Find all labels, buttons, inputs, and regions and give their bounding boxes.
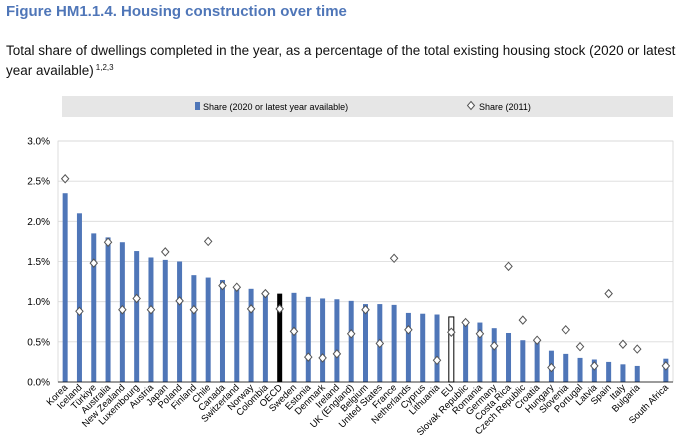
bar — [434, 314, 440, 382]
bar — [591, 359, 597, 382]
bar — [506, 332, 512, 382]
y-tick-label: 3.0% — [27, 137, 50, 148]
diamond-marker — [346, 329, 356, 339]
bar — [391, 304, 397, 382]
bar — [405, 312, 411, 382]
bar — [534, 341, 540, 382]
bar — [91, 233, 97, 382]
diamond-marker — [289, 326, 299, 337]
diamond-marker — [547, 362, 556, 373]
y-tick-label: 1.5% — [27, 257, 50, 268]
diamond-marker — [404, 325, 413, 335]
bar — [463, 320, 469, 382]
diamond-marker — [261, 288, 270, 299]
diamond-marker — [203, 236, 213, 247]
bar — [148, 257, 154, 382]
diamond-marker — [375, 338, 385, 349]
diamond-marker — [518, 315, 528, 325]
diamond-marker — [489, 341, 499, 351]
bar — [420, 313, 426, 382]
bar — [606, 361, 612, 382]
y-tick-label: 0.5% — [27, 337, 50, 348]
bar — [277, 293, 283, 382]
diamond-marker — [232, 282, 242, 292]
diamond-marker — [632, 344, 642, 354]
diamond-marker — [146, 304, 156, 315]
bar — [620, 364, 626, 382]
bar — [563, 353, 569, 382]
bar — [162, 259, 168, 382]
bar — [477, 322, 483, 382]
y-tick-label: 0.0% — [27, 378, 50, 389]
diamond-marker — [160, 247, 170, 257]
bar — [520, 340, 526, 382]
diamond-marker — [103, 237, 113, 247]
diamond-marker — [475, 329, 485, 339]
diamond-marker — [604, 288, 613, 299]
y-tick-label: 2.5% — [27, 177, 50, 188]
diamond-marker — [275, 304, 284, 314]
diamond-marker — [504, 261, 513, 272]
bar — [177, 261, 183, 382]
diamond-marker — [389, 253, 399, 264]
bar — [105, 237, 111, 382]
diamond-marker — [361, 304, 370, 315]
bar — [205, 277, 211, 382]
diamond-marker — [304, 352, 313, 362]
figure-title: Figure HM1.1.4. Housing construction ove… — [6, 3, 347, 20]
bar — [76, 213, 82, 382]
bar — [348, 300, 354, 382]
bar — [491, 328, 497, 382]
diamond-marker — [532, 335, 542, 345]
bar — [305, 296, 311, 382]
bar — [219, 279, 225, 382]
legend-diamond-marker — [466, 100, 476, 111]
diamond-marker — [246, 304, 256, 314]
diamond-marker — [132, 293, 141, 304]
legend-bar-swatch — [195, 102, 200, 110]
subtitle-text: Total share of dwellings completed in th… — [6, 43, 676, 78]
bar — [262, 291, 268, 382]
bar — [334, 299, 340, 382]
diamond-marker — [575, 341, 585, 352]
bar — [577, 357, 583, 382]
diamond-marker — [89, 258, 99, 268]
diamond-marker — [175, 296, 184, 306]
diamond-marker — [189, 304, 199, 315]
diamond-marker — [332, 349, 342, 359]
legend-label-bar: Share (2020 or latest year available) — [203, 102, 348, 112]
bar — [363, 304, 368, 382]
y-tick-label: 2.0% — [27, 217, 50, 228]
bar — [448, 316, 455, 383]
legend-background — [62, 96, 673, 117]
bar — [634, 365, 640, 382]
y-tick-label: 1.0% — [27, 297, 50, 308]
diamond-marker — [60, 174, 70, 184]
subtitle-notes: 1,2,3 — [95, 63, 114, 72]
bar — [62, 193, 68, 382]
diamond-marker — [75, 306, 84, 317]
legend-label-diamond: Share (2011) — [479, 102, 531, 112]
bar — [191, 275, 197, 382]
diamond-marker — [118, 304, 127, 315]
bar — [291, 292, 297, 382]
diamond-marker — [447, 327, 456, 337]
diamond-marker — [561, 325, 571, 335]
diamond-marker — [461, 317, 470, 328]
diamond-marker — [590, 361, 599, 371]
bar — [134, 251, 140, 382]
diamond-marker — [218, 280, 227, 291]
diamond-marker — [661, 361, 671, 371]
bar — [248, 288, 254, 382]
diamond-marker — [318, 353, 327, 363]
diamond-marker — [432, 355, 442, 366]
figure-subtitle: Total share of dwellings completed in th… — [6, 42, 696, 79]
bar — [320, 298, 326, 382]
diamond-marker — [618, 339, 628, 349]
bar — [234, 285, 240, 382]
